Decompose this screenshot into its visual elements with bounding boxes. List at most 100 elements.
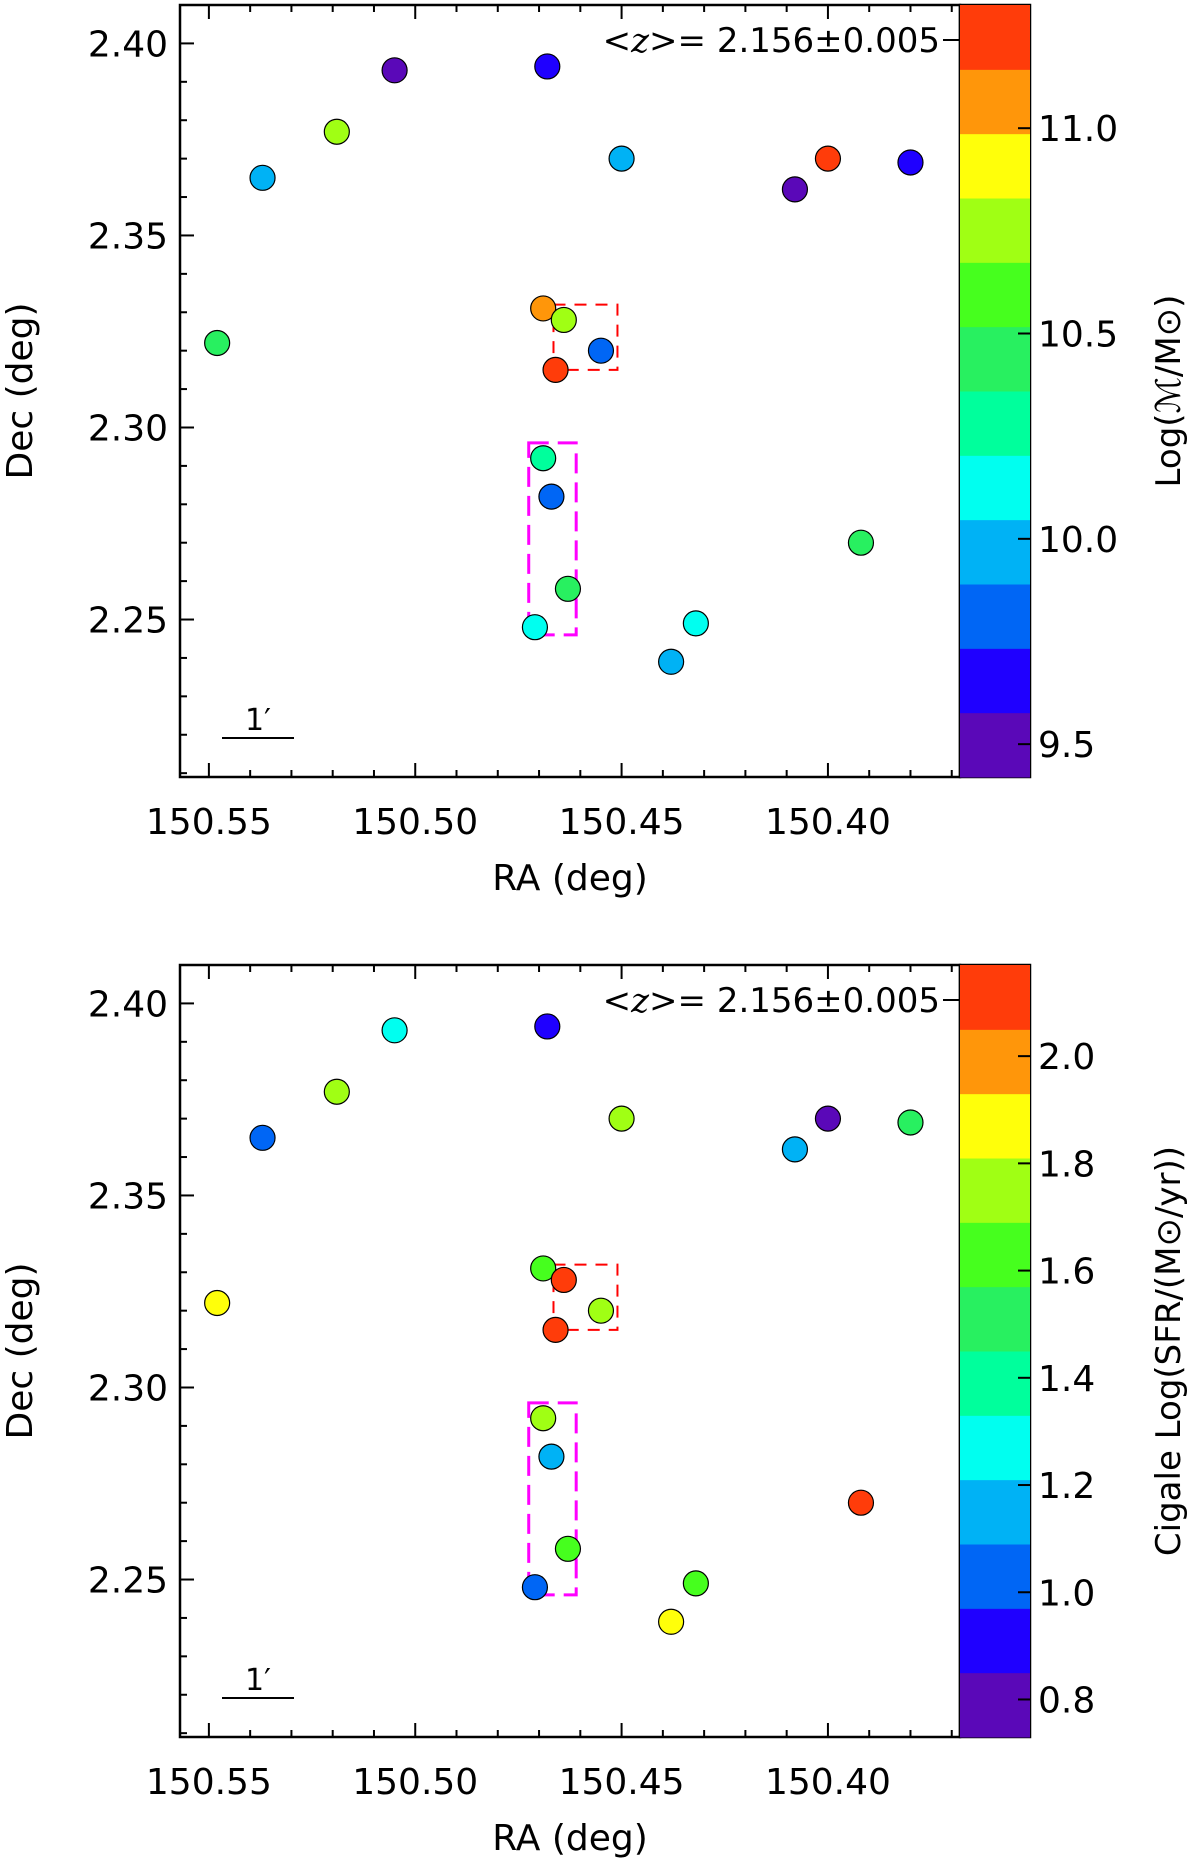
colorbar-band	[960, 198, 1030, 263]
galaxy-point	[530, 445, 557, 472]
colorbar-band	[960, 965, 1030, 1030]
scale-bar-label: 1′	[245, 1663, 271, 1698]
galaxy-point	[323, 118, 350, 145]
colorbar-ticks: 9.5 10.0 10.5 11.0	[1018, 109, 1118, 766]
colorbar-band	[960, 1029, 1030, 1095]
colorbar-tick-label: 1.8	[1038, 1144, 1095, 1185]
colorbar-band	[960, 1158, 1030, 1223]
galaxy-point	[554, 1535, 582, 1562]
galaxy-point	[587, 337, 615, 364]
colorbar-tick-label: 2.0	[1038, 1037, 1095, 1078]
x-tick-label: 150.50	[352, 1762, 478, 1803]
redshift-annotation: <z>= 2.156±0.005	[603, 21, 940, 61]
colorbar-band	[960, 1222, 1030, 1288]
x-ticks: 150.55 150.50 150.45 150.40	[146, 5, 953, 843]
colorbar-band	[960, 262, 1030, 328]
selection-box-red	[552, 1263, 619, 1331]
y-tick-label: 2.35	[88, 216, 168, 257]
y-axis-label: Dec (deg)	[0, 1262, 41, 1439]
galaxy-point	[534, 1013, 561, 1040]
galaxy-point	[781, 1136, 809, 1163]
data-points	[204, 53, 924, 675]
x-tick-label: 150.45	[559, 1762, 685, 1803]
galaxy-point	[542, 1316, 569, 1343]
colorbar-band	[960, 326, 1030, 392]
x-axis-label: RA (deg)	[492, 1818, 648, 1859]
panel-stellar-mass: 150.55 150.50 150.45 150.40 2.40 2.35 2.30 2.2…	[0, 3, 1189, 899]
x-ticks: 150.55 150.50 150.45 150.40	[146, 965, 953, 1803]
colorbar-band	[960, 519, 1030, 585]
galaxy-point	[847, 529, 875, 556]
colorbar-band	[960, 391, 1030, 456]
y-tick-label: 2.25	[88, 1561, 168, 1602]
galaxy-point	[682, 610, 709, 637]
galaxy-point	[608, 145, 635, 172]
colorbar-tick-label: 1.2	[1038, 1466, 1095, 1507]
galaxy-point	[814, 145, 842, 172]
colorbar-band	[960, 1351, 1030, 1416]
galaxy-point	[381, 1017, 408, 1044]
colorbar-band	[960, 69, 1030, 135]
galaxy-point	[550, 1266, 577, 1294]
galaxy-point	[534, 53, 561, 80]
colorbar-band	[960, 1608, 1030, 1674]
colorbar-band	[960, 133, 1030, 199]
plot-frame	[178, 963, 962, 1739]
data-points	[204, 1013, 924, 1635]
colorbar-tick-label: 0.8	[1038, 1680, 1095, 1721]
y-ticks: 2.40 2.35 2.30 2.25	[88, 964, 194, 1735]
galaxy-point	[554, 575, 582, 602]
galaxy-point	[781, 176, 809, 203]
galaxy-point	[682, 1570, 709, 1597]
x-tick-label: 150.40	[765, 802, 891, 843]
colorbar-tick-label: 1.6	[1038, 1252, 1095, 1293]
y-tick-label: 2.30	[88, 408, 168, 449]
x-tick-label: 150.40	[765, 1762, 891, 1803]
galaxy-point	[530, 295, 557, 322]
y-axis-label: Dec (deg)	[0, 302, 41, 479]
colorbar-label: Cigale Log(SFR/(M⊙/yr))	[1149, 1146, 1189, 1556]
galaxy-point	[897, 149, 924, 176]
colorbar-tick-label: 10.0	[1038, 520, 1118, 561]
colorbar-band	[960, 648, 1030, 714]
galaxy-point	[658, 648, 685, 675]
galaxy-point	[381, 57, 408, 84]
selection-box-magenta	[527, 1401, 578, 1597]
selection-box-magenta	[527, 441, 578, 637]
galaxy-point	[814, 1105, 842, 1132]
selection-box-red	[552, 303, 619, 371]
colorbar-band	[960, 1093, 1030, 1159]
galaxy-point	[587, 1297, 615, 1324]
galaxy-point	[249, 164, 276, 191]
scale-bar-label: 1′	[245, 703, 271, 738]
y-tick-label: 2.40	[88, 24, 168, 65]
y-tick-label: 2.25	[88, 601, 168, 642]
panel-sfr: 150.55 150.50 150.45 150.40 2.40 2.35 2.30 2.2…	[0, 963, 1189, 1859]
galaxy-point	[608, 1105, 635, 1132]
x-axis-label: RA (deg)	[492, 858, 648, 899]
colorbar-ticks: 0.8 1.0 1.2 1.4 1.6 1.8 2.0	[1018, 1037, 1095, 1721]
x-tick-label: 150.55	[146, 802, 272, 843]
colorbar-tick-label: 11.0	[1038, 109, 1118, 150]
galaxy-point	[847, 1489, 875, 1516]
galaxy-point	[521, 614, 549, 641]
colorbar-tick-label: 9.5	[1038, 725, 1095, 766]
x-tick-label: 150.55	[146, 1762, 272, 1803]
galaxy-point	[550, 306, 577, 334]
colorbar-tick-label: 1.0	[1038, 1573, 1095, 1614]
colorbar-band	[960, 1286, 1030, 1352]
galaxy-point	[323, 1078, 350, 1105]
galaxy-point	[658, 1608, 685, 1635]
colorbar-tick-label: 1.4	[1038, 1359, 1095, 1400]
y-tick-label: 2.30	[88, 1368, 168, 1409]
colorbar-band	[960, 1479, 1030, 1545]
colorbar-band	[960, 1544, 1030, 1609]
selection-boxes	[527, 303, 619, 637]
colorbar-bands	[960, 965, 1030, 1738]
selection-boxes	[527, 1263, 619, 1597]
x-tick-label: 150.50	[352, 802, 478, 843]
colorbar-band	[960, 1415, 1030, 1481]
galaxy-point	[897, 1109, 924, 1136]
galaxy-point	[530, 1255, 557, 1282]
